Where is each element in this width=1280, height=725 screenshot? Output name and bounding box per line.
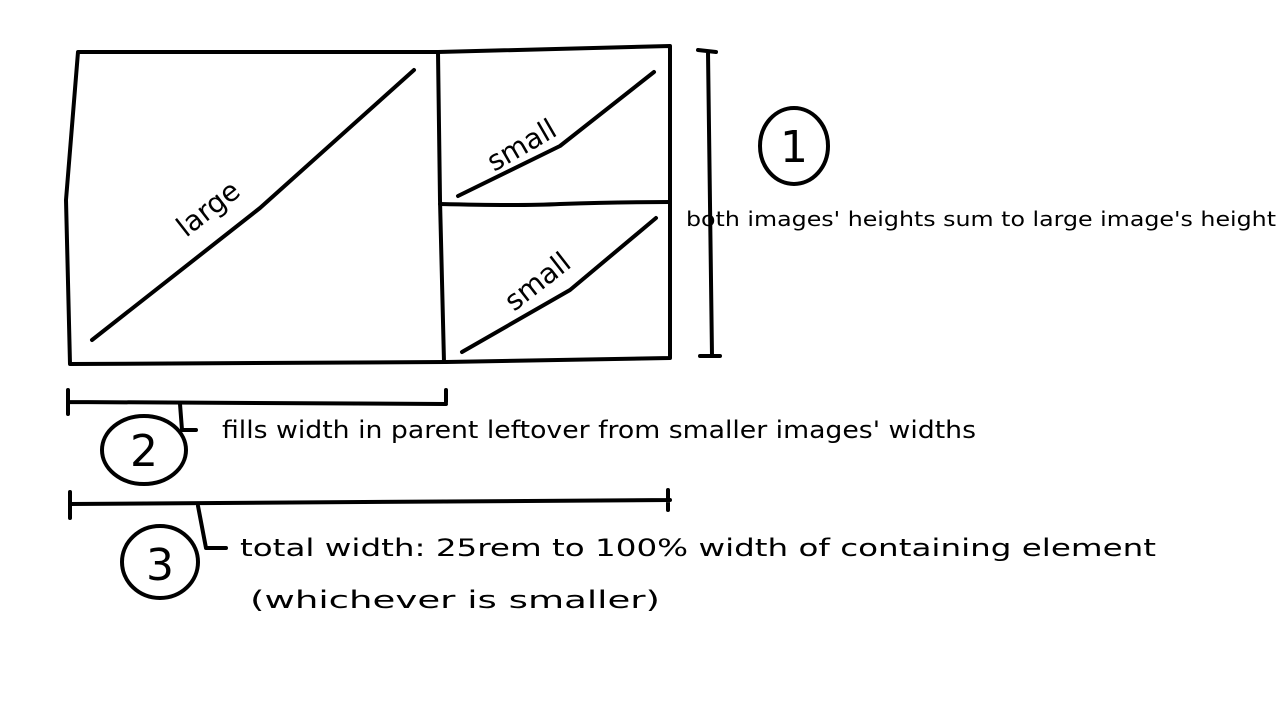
annotation-3-text-line-2: (whichever is smaller)	[250, 586, 660, 614]
small-bottom-diagonal	[460, 216, 658, 354]
number-circle-3	[120, 524, 200, 600]
annotation-1: 1 both images' heights sum to large imag…	[686, 48, 1276, 358]
large-image-diagonal	[90, 68, 416, 342]
large-width-bracket	[66, 388, 448, 416]
number-circle-2	[100, 414, 188, 486]
small-top-diagonal	[456, 70, 656, 198]
number-1: 1	[780, 122, 808, 173]
annotation-3: 3 total width: 25rem to 100% width of co…	[68, 488, 1156, 614]
number-3: 3	[146, 540, 174, 591]
annotation-2-leader	[178, 402, 198, 432]
total-width-bracket	[68, 488, 672, 520]
small-top-image-label: small	[481, 112, 562, 178]
annotation-2-text: fills width in parent leftover from smal…	[222, 416, 976, 444]
small-images-divider	[438, 200, 672, 207]
image-group-frame	[64, 44, 672, 366]
annotation-3-text-line-1: total width: 25rem to 100% width of cont…	[240, 534, 1156, 562]
annotation-1-text: both images' heights sum to large image'…	[686, 207, 1276, 231]
large-image-label: large	[170, 174, 246, 244]
number-2: 2	[130, 426, 158, 477]
number-circle-1	[758, 106, 830, 186]
annotation-2: 2 fills width in parent leftover from sm…	[66, 388, 976, 486]
large-small-divider	[436, 50, 446, 364]
annotation-3-leader	[196, 504, 228, 550]
height-bracket	[696, 48, 722, 358]
